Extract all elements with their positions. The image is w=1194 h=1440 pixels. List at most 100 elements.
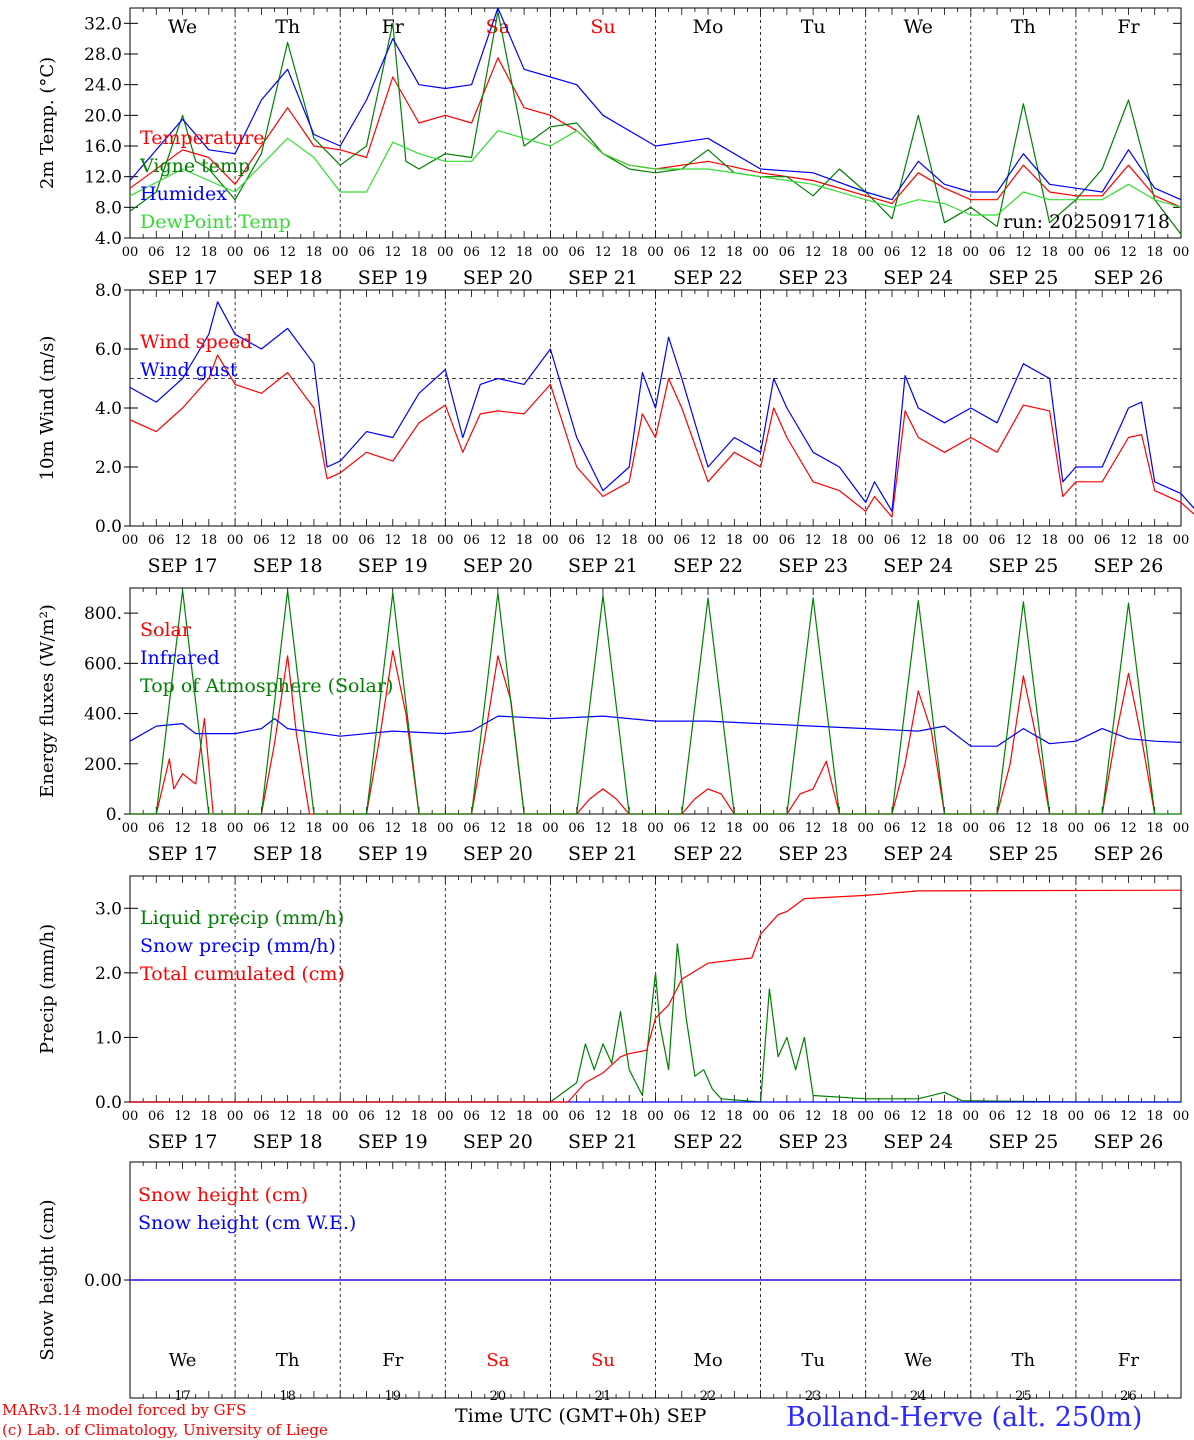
temperature-date-label: SEP 21 [568,267,638,289]
temperature-hour-label: 18 [306,245,323,260]
temperature-ytick-label: 24.0 [84,76,122,96]
wind-hour-label: 06 [989,533,1006,548]
temperature-hour-label: 12 [595,245,612,260]
wind-date-label: SEP 25 [988,555,1058,577]
wind-hour-label: 06 [463,533,480,548]
temperature-weekday-label: Mo [693,16,724,38]
temperature-weekday-label: Fr [1117,16,1140,38]
energy-hour-label: 00 [437,821,454,836]
precip-hour-label: 12 [595,1109,612,1124]
precip-hour-label: 18 [831,1109,848,1124]
wind-hour-label: 12 [805,533,822,548]
wind-hour-label: 18 [831,533,848,548]
precip-hour-label: 12 [700,1109,717,1124]
energy-date-label: SEP 22 [673,843,743,865]
wind-hour-label: 00 [1068,533,1085,548]
precip-hour-label: 18 [726,1109,743,1124]
precip-date-label: SEP 26 [1094,1131,1164,1153]
energy-hour-label: 06 [253,821,270,836]
temperature-hour-label: 00 [122,245,139,260]
precip-hour-label: 00 [647,1109,664,1124]
snow-day-number: 26 [1120,1389,1137,1400]
wind-date-label: SEP 22 [673,555,743,577]
wind-hour-label: 00 [963,533,980,548]
temperature-hour-label: 00 [647,245,664,260]
precip-hour-label: 12 [384,1109,401,1124]
temperature-legend-dewpoint-temp: DewPoint Temp [140,211,291,233]
precip-hour-label: 12 [1120,1109,1137,1124]
energy-series-top-of-atmosphere-solar- [130,589,1181,815]
precip-hour-label: 18 [936,1109,953,1124]
precip-hour-label: 06 [674,1109,691,1124]
precip-hour-label: 06 [1094,1109,1111,1124]
temperature-series-vigne-temp [129,11,1182,235]
temperature-series-dewpoint-temp [129,130,1182,216]
precip-hour-label: 06 [884,1109,901,1124]
temperature-hour-label: 06 [779,245,796,260]
energy-legend-top-of-atmosphere-solar-: Top of Atmosphere (Solar) [140,675,393,697]
wind-ylabel: 10m Wind (m/s) [37,336,58,481]
precip-date-label: SEP 20 [463,1131,533,1153]
energy-ylabel: Energy fluxes (W/m²) [37,604,58,798]
energy-hour-label: 00 [1068,821,1085,836]
wind-hour-label: 12 [279,533,296,548]
temperature-hour-label: 18 [831,245,848,260]
precip-date-label: SEP 25 [988,1131,1058,1153]
snow-weekday-label: We [169,1350,197,1371]
precip-hour-label: 12 [1015,1109,1032,1124]
wind-hour-label: 06 [568,533,585,548]
precip-hour-label: 06 [253,1109,270,1124]
snow-day-number: 20 [490,1389,507,1400]
precip-hour-label: 12 [490,1109,507,1124]
temperature-hour-label: 18 [201,245,218,260]
temperature-hour-label: 06 [884,245,901,260]
temperature-hour-label: 00 [542,245,559,260]
wind-ytick-label: 8.0 [95,281,122,301]
wind-hour-label: 18 [621,533,638,548]
temperature-hour-label: 12 [490,245,507,260]
credit-line: (c) Lab. of Climatology, University of L… [2,1421,328,1439]
precip-hour-label: 06 [568,1109,585,1124]
wind-ytick-label: 4.0 [95,399,122,419]
wind-ytick-label: 6.0 [95,340,122,360]
energy-hour-label: 18 [726,821,743,836]
snow-weekday-label: Th [276,1350,300,1371]
energy-hour-label: 06 [884,821,901,836]
temperature-hour-label: 00 [752,245,769,260]
temperature-hour-label: 18 [1146,245,1163,260]
energy-date-label: SEP 26 [1094,843,1164,865]
precip-hour-label: 00 [122,1109,139,1124]
energy-legend-infrared: Infrared [140,647,220,669]
snow-legend-snow-height-cm-w-e-: Snow height (cm W.E.) [138,1212,356,1234]
energy-hour-label: 12 [1120,821,1137,836]
wind-hour-label: 06 [779,533,796,548]
energy-ytick-label: 0. [106,805,122,825]
temperature-weekday-label: We [904,16,933,38]
temperature-series-humidex [129,7,1182,201]
precip-hour-label: 06 [463,1109,480,1124]
wind-hour-label: 12 [910,533,927,548]
precip-date-label: SEP 19 [358,1131,428,1153]
snow-weekday-label: Sa [486,1350,509,1371]
energy-hour-label: 12 [805,821,822,836]
snow-weekday-label: Mo [693,1350,722,1371]
energy-hour-label: 06 [779,821,796,836]
snow-weekday-label: Fr [1118,1350,1139,1371]
energy-hour-label: 12 [490,821,507,836]
precip-legend-total-cumulated-cm-: Total cumulated (cm) [140,963,345,985]
precip-hour-label: 06 [779,1109,796,1124]
energy-hour-label: 06 [1094,821,1111,836]
precip-hour-label: 18 [411,1109,428,1124]
energy-hour-label: 00 [752,821,769,836]
temperature-hour-label: 12 [1120,245,1137,260]
energy-hour-label: 00 [1173,821,1190,836]
temperature-legend-humidex: Humidex [140,183,227,205]
wind-hour-label: 00 [227,533,244,548]
energy-hour-label: 18 [411,821,428,836]
energy-date-label: SEP 18 [253,843,323,865]
wind-hour-label: 18 [726,533,743,548]
temperature-hour-label: 06 [674,245,691,260]
energy-hour-label: 00 [542,821,559,836]
precip-hour-label: 12 [910,1109,927,1124]
wind-hour-label: 00 [542,533,559,548]
